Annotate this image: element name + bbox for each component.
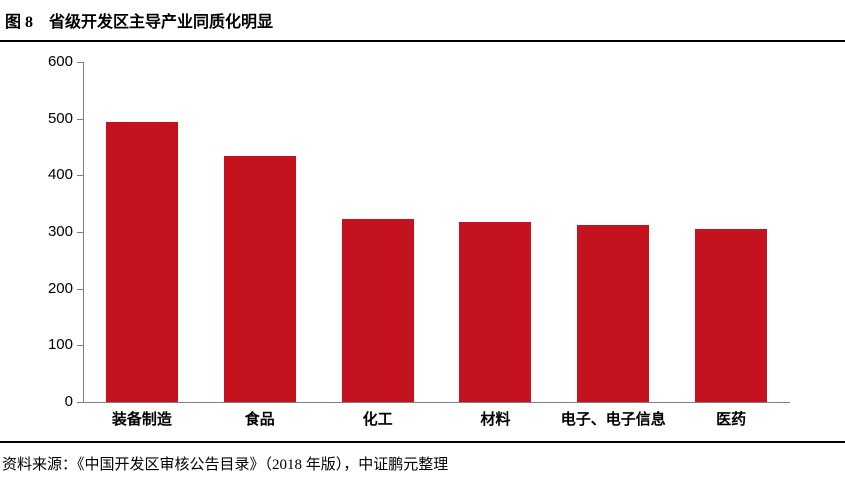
y-axis-tick-label: 400 [47,166,73,184]
y-axis-tick-mark [77,232,83,233]
y-axis-tick-mark [77,62,83,63]
y-axis-tick-label: 600 [47,53,73,70]
figure-title: 图 8 省级开发区主导产业同质化明显 [5,8,273,32]
x-axis-category-label: 食品 [244,411,275,428]
y-axis-tick-mark [77,402,83,403]
y-axis-tick-mark [77,345,83,347]
x-axis-category-label: 材料 [480,411,511,428]
x-axis-category-label: 化工 [362,411,393,428]
bar-1 [105,121,178,402]
x-axis-category-label: 电子、电子信息 [560,411,666,428]
y-axis-tick-mark [77,175,83,177]
footer-divider-rule [0,441,845,443]
bar-6 [695,229,768,402]
y-axis-tick-label: 500 [47,109,73,127]
x-axis-category-label: 医药 [716,411,747,428]
y-axis-tick-label: 300 [47,223,73,240]
figure-title-text: 省级开发区主导产业同质化明显 [49,14,274,31]
y-axis-tick-mark [77,118,83,120]
bar-4 [459,222,532,402]
bar-3 [341,218,414,402]
y-axis-tick-mark [77,288,83,290]
title-divider-rule [0,40,845,42]
figure-number-label: 图 8 [5,14,34,31]
y-axis-tick-label: 0 [64,393,73,410]
source-note: 资料来源：《中国开发区审核公告目录》（2018 年版），中证鹏元整理 [2,457,449,473]
y-axis-tick-label: 200 [47,279,73,297]
bar-5 [577,224,650,402]
bar-2 [223,155,296,402]
y-axis-tick-label: 100 [47,336,73,354]
x-axis-category-label: 装备制造 [111,411,172,428]
x-axis-line [83,402,790,403]
y-axis-line [83,62,84,403]
